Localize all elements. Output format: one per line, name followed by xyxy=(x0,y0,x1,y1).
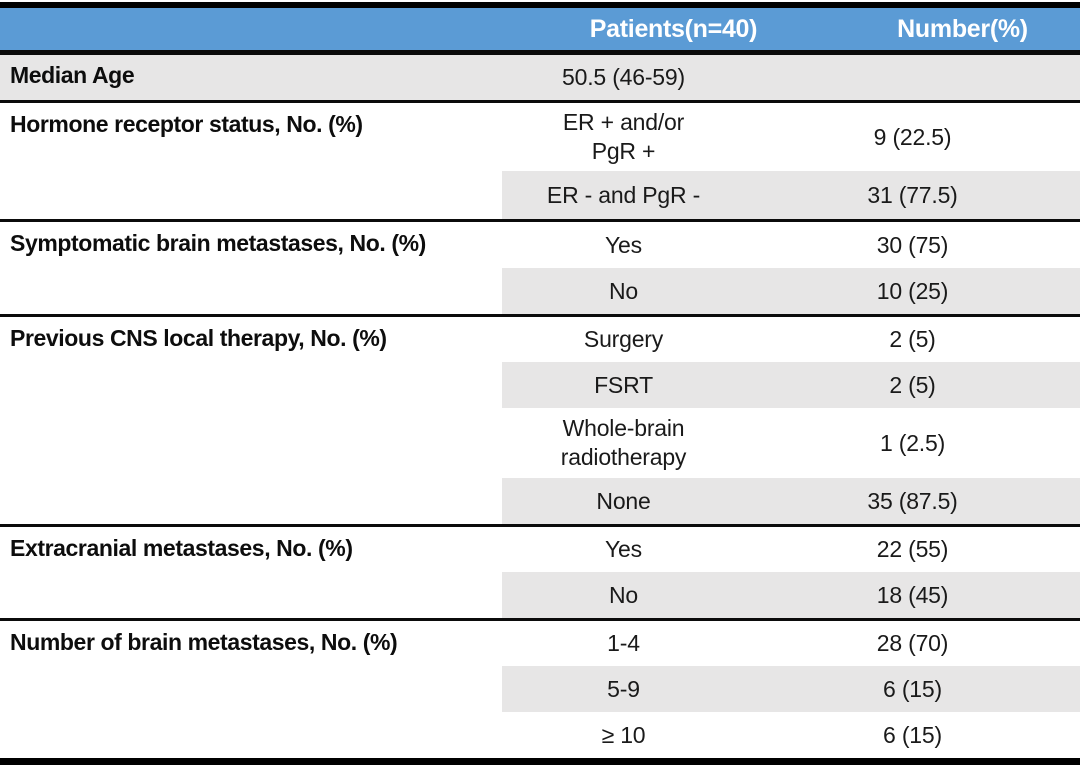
number-cell: 2 (5) xyxy=(889,326,936,352)
patients-cell: Yes xyxy=(605,231,642,258)
table-row: Yes 30 (75) xyxy=(502,222,1080,268)
table-row: 50.5 (46-59) xyxy=(502,55,1080,100)
column-header-patients: Patients(n=40) xyxy=(589,15,758,43)
top-margin xyxy=(0,0,1080,2)
group-label: Median Age xyxy=(10,62,135,88)
number-cell: 18 (45) xyxy=(876,581,949,608)
number-cell: 6 (15) xyxy=(883,721,942,748)
patients-cell: ≥ 10 xyxy=(601,721,646,748)
number-cell: 31 (77.5) xyxy=(867,181,958,208)
table-row: ≥ 10 6 (15) xyxy=(502,712,1080,758)
number-cell xyxy=(745,55,1080,100)
separator-line xyxy=(0,618,1080,621)
separator-line xyxy=(0,100,1080,103)
number-cell: 28 (70) xyxy=(876,630,949,656)
group-label: Extracranial metastases, No. (%) xyxy=(10,535,353,561)
table-row: Yes 22 (55) xyxy=(502,527,1080,572)
group-label: Previous CNS local therapy, No. (%) xyxy=(10,325,387,351)
separator-line xyxy=(0,524,1080,527)
patient-characteristics-table: Patients(n=40) Number(%) Median Age 50.5… xyxy=(0,0,1080,765)
group-label: Hormone receptor status, No. (%) xyxy=(10,111,363,137)
row-group-symptomatic-metastases: Symptomatic brain metastases, No. (%) Ye… xyxy=(0,222,1080,314)
table-row: 1-4 28 (70) xyxy=(502,621,1080,666)
number-cell: 2 (5) xyxy=(889,371,936,398)
table-row: No 18 (45) xyxy=(502,572,1080,618)
row-group-extracranial-metastases: Extracranial metastases, No. (%) Yes 22 … xyxy=(0,527,1080,618)
separator-line xyxy=(0,219,1080,222)
table-row: ER + and/or PgR + 9 (22.5) xyxy=(502,103,1080,171)
group-label: Symptomatic brain metastases, No. (%) xyxy=(10,230,426,256)
row-group-median-age: Median Age 50.5 (46-59) xyxy=(0,55,1080,100)
table-row: No 10 (25) xyxy=(502,268,1080,314)
number-cell: 9 (22.5) xyxy=(873,123,952,150)
table-row: Surgery 2 (5) xyxy=(502,317,1080,362)
number-cell: 35 (87.5) xyxy=(867,487,958,514)
patients-cell: No xyxy=(608,277,638,304)
patients-cell: No xyxy=(608,581,638,608)
table-row: Whole-brain radiotherapy 1 (2.5) xyxy=(502,408,1080,478)
patients-cell: ER - and PgR - xyxy=(546,181,701,208)
number-cell: 6 (15) xyxy=(883,675,942,702)
table-row: None 35 (87.5) xyxy=(502,478,1080,524)
row-group-number-of-metastases: Number of brain metastases, No. (%) 1-4 … xyxy=(0,621,1080,758)
patients-cell: 50.5 (46-59) xyxy=(562,64,685,91)
separator-line xyxy=(0,314,1080,317)
patients-cell: 5-9 xyxy=(607,675,640,702)
row-group-hormone-receptor: Hormone receptor status, No. (%) ER + an… xyxy=(0,103,1080,219)
header-rule xyxy=(0,50,1080,55)
table-row: 5-9 6 (15) xyxy=(502,666,1080,712)
patients-cell: FSRT xyxy=(594,371,653,398)
patients-cell: Yes xyxy=(605,536,642,563)
group-label: Number of brain metastases, No. (%) xyxy=(10,629,398,655)
bottom-rule xyxy=(0,758,1080,765)
number-cell: 1 (2.5) xyxy=(879,429,946,456)
patients-cell: None xyxy=(596,487,651,514)
table-header-row: Patients(n=40) Number(%) xyxy=(0,8,1080,50)
patients-cell: Whole-brain radiotherapy xyxy=(560,415,687,470)
table-row: ER - and PgR - 31 (77.5) xyxy=(502,171,1080,219)
table-row: FSRT 2 (5) xyxy=(502,362,1080,408)
row-group-previous-cns-therapy: Previous CNS local therapy, No. (%) Surg… xyxy=(0,317,1080,524)
patients-cell: 1-4 xyxy=(607,630,640,657)
number-cell: 22 (55) xyxy=(876,536,949,562)
top-rule xyxy=(0,2,1080,8)
number-cell: 30 (75) xyxy=(876,231,949,258)
patients-cell: ER + and/or PgR + xyxy=(562,109,685,164)
patients-cell: Surgery xyxy=(583,326,664,353)
number-cell: 10 (25) xyxy=(876,277,949,304)
column-header-number: Number(%) xyxy=(897,15,1028,43)
